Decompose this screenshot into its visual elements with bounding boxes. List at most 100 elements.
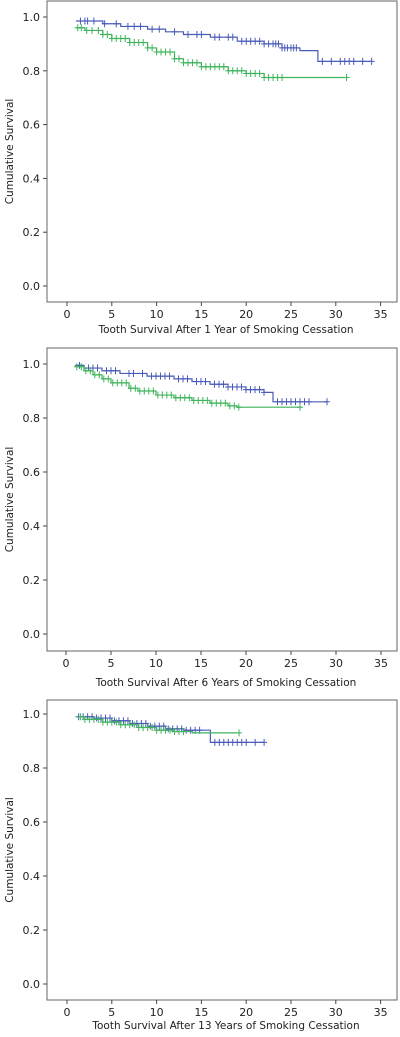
x-tick-label: 5 [108, 1006, 115, 1019]
y-tick-label: 0.4 [23, 520, 41, 533]
x-tick-label: 20 [239, 308, 253, 321]
censor-mark-series-1 [166, 372, 173, 380]
censor-mark-series-2 [77, 713, 84, 721]
censor-mark-series-1 [293, 44, 300, 52]
y-tick-label: 1.0 [23, 11, 41, 24]
y-tick-label: 0.0 [23, 978, 41, 991]
y-tick-label: 0.0 [23, 280, 41, 293]
x-tick-label: 5 [108, 657, 115, 670]
x-tick-label: 10 [150, 308, 164, 321]
censor-mark-series-2 [176, 55, 182, 63]
censor-mark-series-1 [328, 57, 335, 65]
censor-mark-series-1 [184, 30, 191, 38]
censor-mark-series-2 [150, 387, 157, 395]
censor-mark-series-2 [140, 39, 147, 47]
censor-mark-series-2 [78, 363, 85, 371]
x-tick-label: 15 [194, 657, 208, 670]
x-tick-label: 30 [329, 308, 343, 321]
censor-mark-series-1 [306, 398, 312, 406]
censor-mark-series-1 [156, 25, 163, 33]
x-tick-label: 0 [64, 1006, 71, 1019]
survival-line-series-1 [75, 20, 372, 62]
plot-frame [46, 347, 398, 652]
censor-mark-series-2 [83, 26, 90, 34]
censor-mark-series-1 [198, 30, 205, 38]
censor-mark-series-1 [124, 717, 131, 725]
y-tick-label: 0.4 [23, 172, 41, 185]
y-tick-label: 1.0 [23, 708, 41, 721]
censor-mark-series-2 [131, 721, 138, 729]
y-axis-title: Cumulative Survival [4, 447, 16, 553]
censor-mark-series-1 [324, 398, 330, 406]
chart-panel-1: 0.0 0.2 0.4 0.6 0.8 1.0 0 5 10 15 20 25 30 35 Tooth Su… [4, 0, 398, 336]
censor-mark-series-2 [235, 403, 242, 411]
censor-mark-series-1 [229, 33, 236, 41]
y-axis-title: Cumulative Survival [4, 99, 16, 205]
plot-frame [46, 0, 398, 303]
x-tick-label: 30 [329, 1006, 343, 1019]
censor-mark-series-1 [216, 33, 223, 41]
censor-mark-series-1 [124, 22, 131, 30]
x-tick-label: 0 [64, 308, 71, 321]
censor-mark-series-2 [123, 379, 130, 387]
censor-mark-series-2 [222, 399, 229, 407]
x-axis-title: Tooth Survival After 6 Years of Smoking … [95, 677, 357, 689]
censor-mark-series-2 [343, 74, 350, 82]
x-tick-label: 10 [149, 657, 163, 670]
censor-mark-series-2 [256, 69, 263, 77]
y-tick-label: 0.0 [23, 628, 41, 641]
censor-mark-series-1 [101, 20, 108, 28]
censor-mark-series-1 [256, 37, 263, 45]
x-axis-title: Tooth Survival After 1 Year of Smoking C… [97, 324, 353, 336]
censor-mark-series-1 [142, 719, 149, 727]
x-tick-label: 10 [150, 1006, 164, 1019]
censor-mark-series-2 [78, 24, 85, 32]
censor-mark-series-1 [113, 20, 120, 28]
censor-mark-series-2 [186, 394, 193, 402]
censor-mark-series-2 [236, 729, 243, 737]
censor-mark-series-1 [112, 367, 119, 375]
censor-mark-series-2 [122, 35, 129, 43]
y-tick-label: 0.8 [23, 412, 41, 425]
censor-mark-series-1 [261, 388, 267, 396]
censor-mark-series-1 [220, 380, 227, 388]
censor-mark-series-1 [184, 375, 191, 383]
censor-mark-series-2 [204, 396, 211, 404]
censor-mark-series-2 [231, 402, 238, 410]
censor-mark-series-1 [149, 25, 156, 33]
survival-line-series-2 [75, 366, 300, 408]
censor-mark-series-1 [238, 383, 245, 391]
censor-mark-series-2 [193, 59, 200, 67]
censor-mark-series-1 [261, 738, 268, 746]
censor-mark-series-2 [113, 718, 120, 726]
censor-mark-series-1 [90, 17, 97, 25]
censor-mark-series-1 [137, 22, 144, 30]
censor-mark-series-1 [202, 378, 209, 386]
y-tick-label: 0.8 [23, 65, 41, 78]
censor-mark-series-1 [350, 57, 357, 65]
y-tick-label: 0.8 [23, 762, 41, 775]
censor-mark-series-2 [149, 44, 156, 52]
censor-mark-series-2 [132, 384, 139, 392]
censor-mark-series-1 [275, 40, 282, 48]
censor-mark-series-2 [89, 26, 96, 34]
x-tick-label: 25 [284, 1006, 298, 1019]
censor-mark-series-2 [95, 26, 102, 34]
censor-mark-series-2 [220, 63, 227, 71]
y-tick-label: 0.6 [23, 816, 41, 829]
x-tick-label: 5 [108, 308, 115, 321]
censor-mark-series-1 [94, 364, 101, 372]
censor-mark-series-1 [319, 57, 326, 65]
censor-mark-series-2 [297, 403, 303, 411]
y-tick-label: 0.2 [23, 924, 41, 937]
censor-mark-series-1 [171, 28, 178, 36]
censor-mark-series-1 [359, 57, 366, 65]
censor-mark-series-1 [252, 738, 259, 746]
censor-mark-series-2 [96, 371, 103, 379]
censor-mark-series-2 [180, 728, 187, 736]
x-tick-label: 25 [284, 657, 298, 670]
censor-mark-series-1 [131, 22, 138, 30]
x-tick-label: 30 [329, 657, 343, 670]
